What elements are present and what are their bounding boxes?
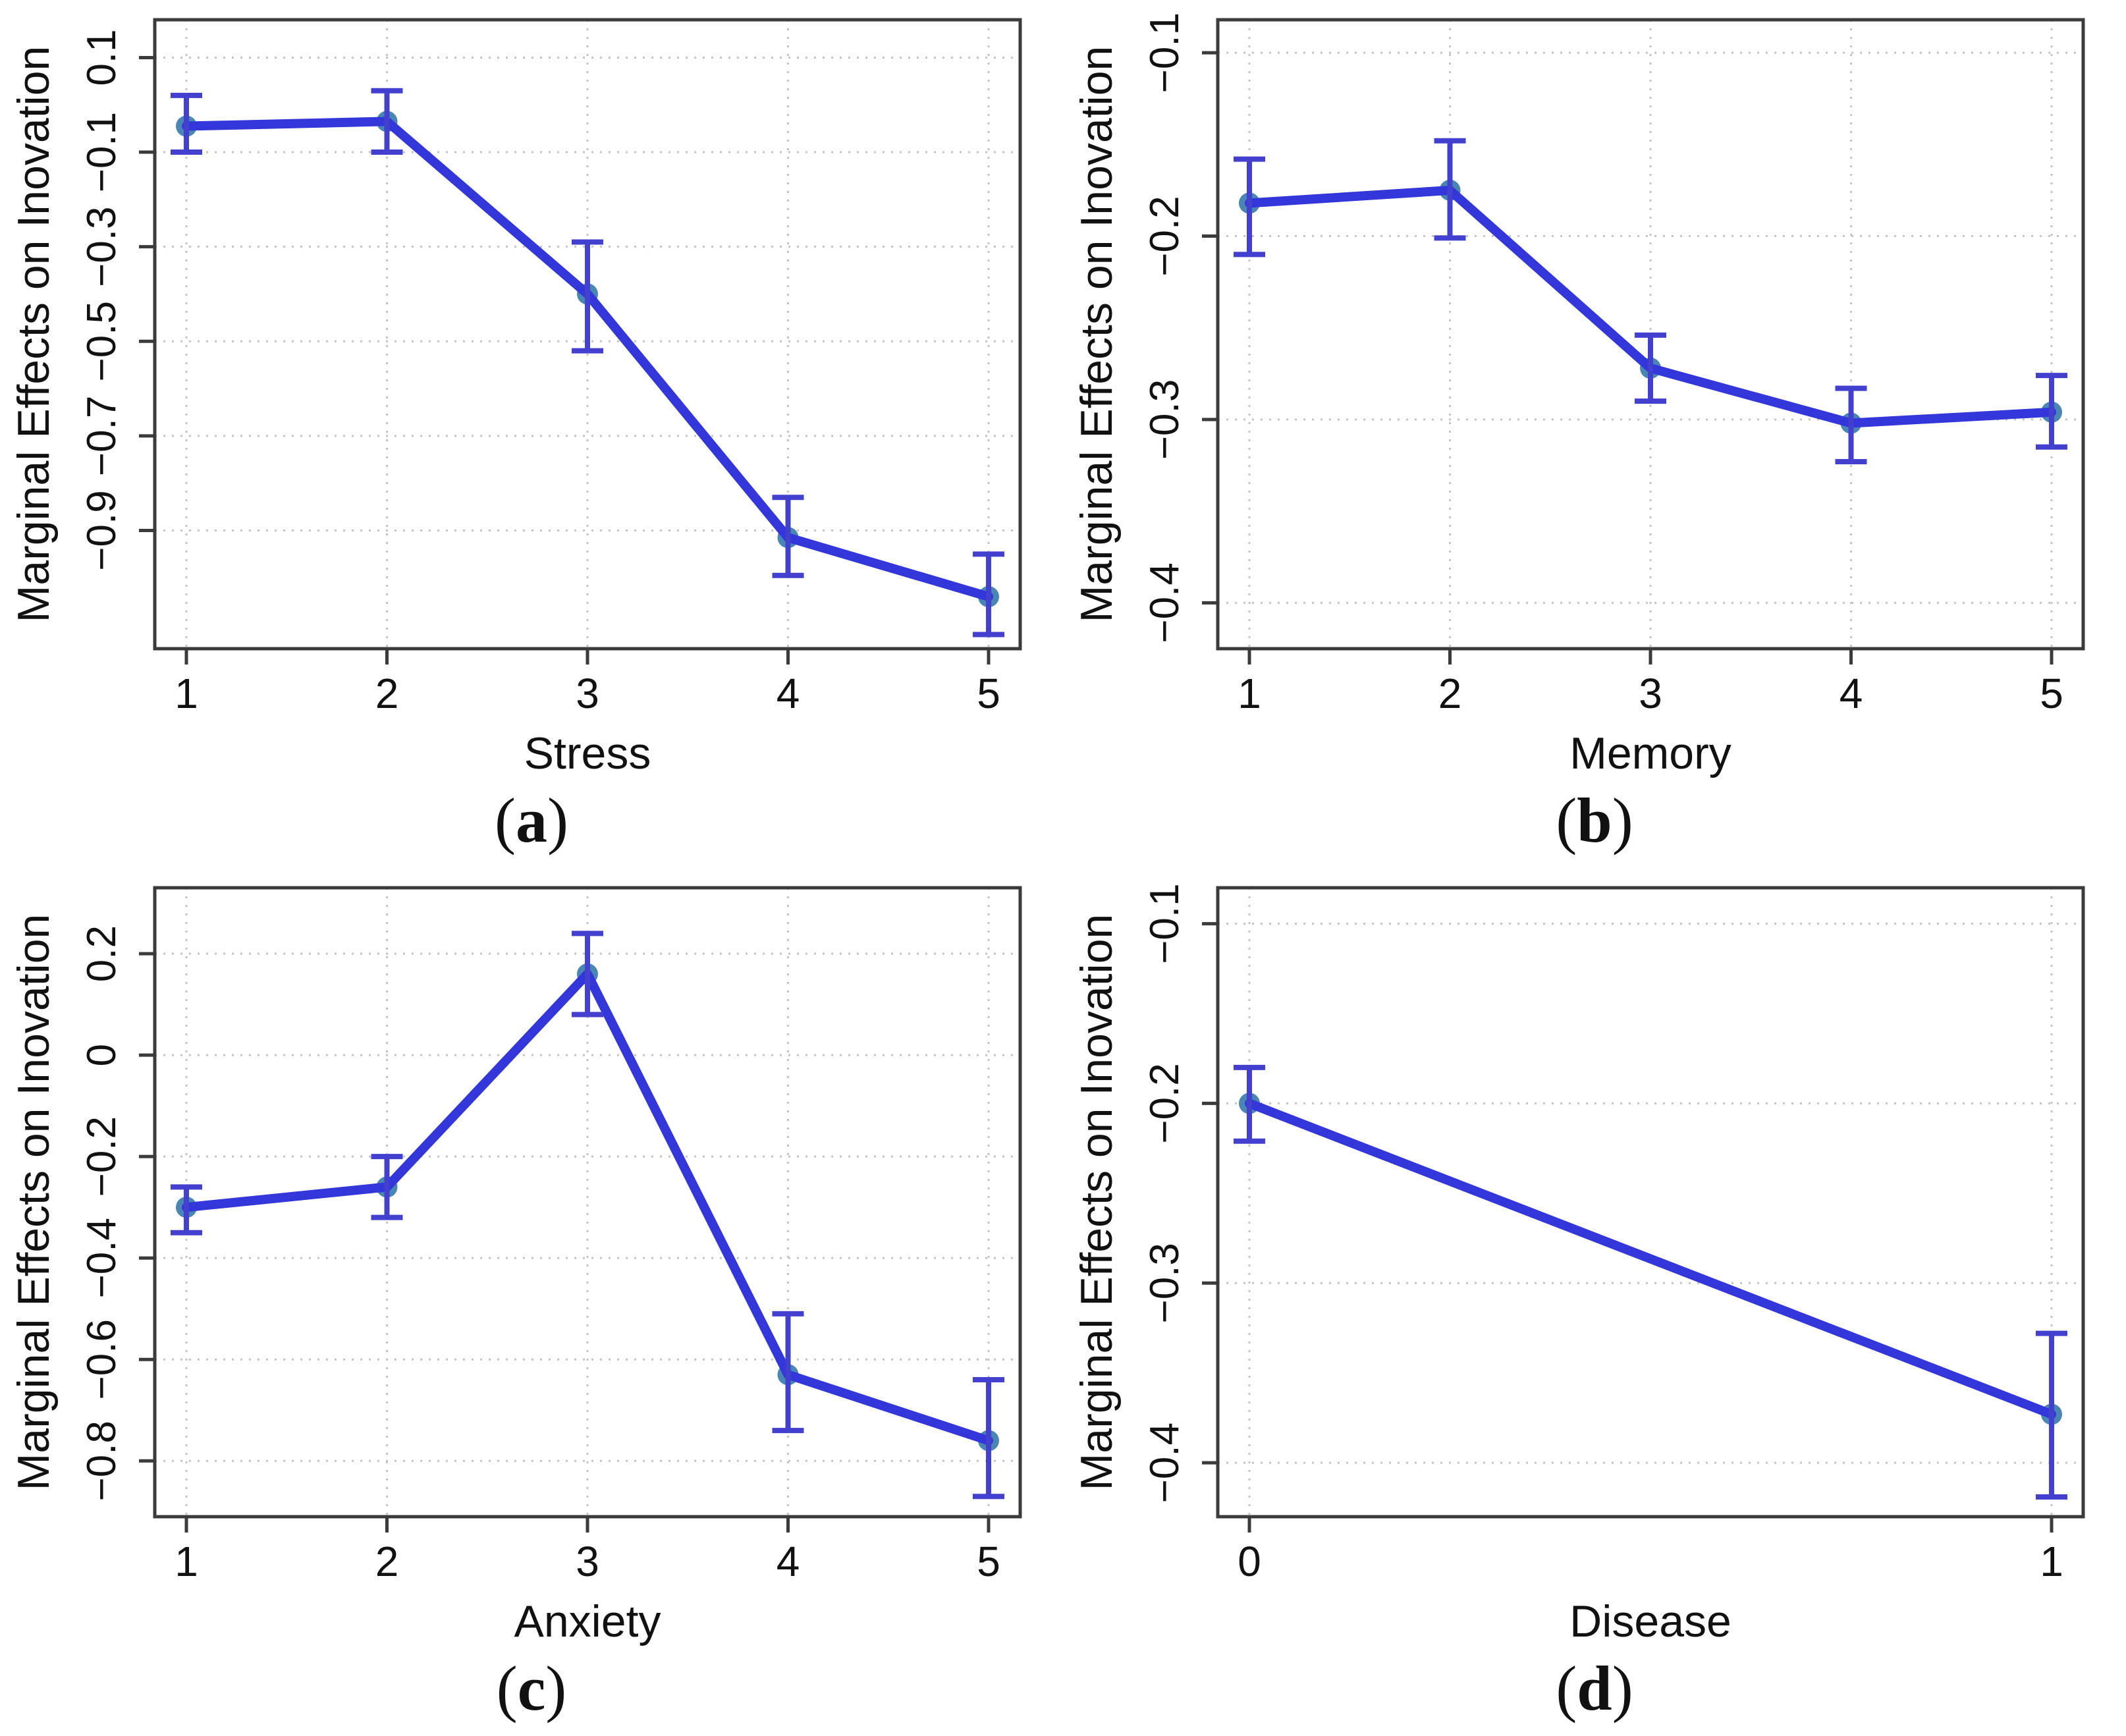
y-axis-title: Marginal Effects on Inovation (9, 914, 59, 1491)
x-tick-label: 4 (777, 670, 800, 717)
data-line (1245, 1099, 2056, 1419)
plot-frame (1216, 886, 2085, 1519)
y-tick-label: −0.3 (1142, 379, 1187, 460)
caption-paren-close: ) (1612, 785, 1633, 855)
x-tick-label: 2 (375, 1538, 399, 1585)
y-tick-label: −0.1 (79, 112, 124, 192)
x-tick-label: 3 (576, 1538, 599, 1585)
x-tick-label: 5 (977, 1538, 1000, 1585)
caption-letter-d: d (1577, 1653, 1612, 1723)
chart-a-stress: 1 2 3 4 5 0.1 −0.1 −0.3 −0.5 −0.7 −0.9 Stress Margin… (9, 18, 1022, 778)
y-tick-label: −0.4 (79, 1218, 124, 1298)
y-axis-title: Marginal Effects on Inovation (9, 46, 59, 623)
caption-letter-c: c (517, 1653, 546, 1723)
panel-c: 1 2 3 4 5 0.2 0 −0.2 −0.4 −0.6 −0.8 Anxiety Marginal… (0, 868, 1063, 1736)
y-tick-label: 0.1 (79, 29, 124, 86)
data-line (182, 969, 993, 1446)
x-tick-label: 1 (175, 1538, 198, 1585)
y-tick-label: −0.9 (79, 490, 124, 570)
y-tick-label: −0.6 (79, 1319, 124, 1399)
x-tick-label: 4 (1840, 670, 1863, 717)
panel-caption-a: (a) (0, 781, 1063, 867)
x-tick-label: 5 (977, 670, 1000, 717)
x-axis-title: Stress (524, 728, 651, 778)
caption-paren-close: ) (547, 785, 568, 855)
plot-area-d: 0 1 −0.1 −0.2 −0.3 −0.4 Disease Marginal Effect… (1072, 883, 2085, 1646)
x-tick-label: 5 (2040, 670, 2063, 717)
x-tick-label: 0 (1238, 1538, 1261, 1585)
y-tick-label: −0.4 (1142, 1423, 1187, 1503)
caption-paren-open: ( (1556, 785, 1577, 855)
y-tick-label: −0.2 (1142, 196, 1187, 276)
y-tick-label: −0.1 (1142, 13, 1187, 93)
chart-c-anxiety: 1 2 3 4 5 0.2 0 −0.2 −0.4 −0.6 −0.8 Anxiety Marginal… (9, 886, 1022, 1646)
y-axis-title: Marginal Effects on Inovation (1072, 914, 1122, 1491)
y-tick-label: 0.2 (79, 925, 124, 982)
panel-caption-d: (d) (1063, 1649, 2126, 1735)
plot-area-c: 1 2 3 4 5 0.2 0 −0.2 −0.4 −0.6 −0.8 Anxiety Marginal… (9, 886, 1022, 1646)
y-tick-label: −0.3 (1142, 1243, 1187, 1323)
panel-caption-c: (c) (0, 1649, 1063, 1735)
panel-b: 1 2 3 4 5 −0.1 −0.2 −0.3 −0.4 Memory Marginal Effe… (1063, 0, 2126, 868)
x-axis-title: Disease (1569, 1596, 1731, 1646)
caption-paren-close: ) (545, 1653, 567, 1723)
plot-area-b: 1 2 3 4 5 −0.1 −0.2 −0.3 −0.4 Memory Marginal Effe… (1072, 13, 2085, 778)
y-tick-label: −0.1 (1142, 883, 1187, 963)
y-tick-label: −0.7 (79, 396, 124, 476)
x-tick-label: 2 (1438, 670, 1462, 717)
caption-paren-open: ( (496, 1653, 518, 1723)
panel-d: 0 1 −0.1 −0.2 −0.3 −0.4 Disease Marginal Effect… (1063, 868, 2126, 1736)
x-tick-label: 1 (1238, 670, 1261, 717)
x-tick-label: 3 (576, 670, 599, 717)
chart-b-memory: 1 2 3 4 5 −0.1 −0.2 −0.3 −0.4 Memory Marginal Effe… (1072, 13, 2085, 778)
y-tick-label: −0.2 (1142, 1063, 1187, 1143)
caption-letter-b: b (1577, 785, 1612, 855)
caption-paren-close: ) (1612, 1653, 1633, 1723)
y-tick-label: −0.8 (79, 1421, 124, 1501)
y-tick-label: −0.2 (79, 1116, 124, 1197)
x-tick-label: 4 (777, 1538, 800, 1585)
x-tick-label: 3 (1639, 670, 1662, 717)
x-axis-title: Memory (1569, 728, 1731, 778)
panel-a: 1 2 3 4 5 0.1 −0.1 −0.3 −0.5 −0.7 −0.9 Stress Margin… (0, 0, 1063, 868)
panel-caption-b: (b) (1063, 781, 2126, 867)
y-tick-label: 0 (79, 1044, 124, 1066)
x-tick-label: 1 (2040, 1538, 2063, 1585)
y-tick-label: −0.4 (1142, 562, 1187, 643)
x-tick-label: 1 (175, 670, 198, 717)
x-tick-label: 2 (375, 670, 399, 717)
caption-paren-open: ( (1556, 1653, 1577, 1723)
plot-area-a: 1 2 3 4 5 0.1 −0.1 −0.3 −0.5 −0.7 −0.9 Stress Margin… (9, 18, 1022, 778)
y-tick-label: −0.5 (79, 301, 124, 381)
x-axis-title: Anxiety (514, 1596, 661, 1646)
y-tick-label: −0.3 (79, 206, 124, 286)
chart-d-disease: 0 1 −0.1 −0.2 −0.3 −0.4 Disease Marginal Effect… (1072, 883, 2085, 1646)
caption-letter-a: a (516, 785, 547, 855)
y-axis-title: Marginal Effects on Inovation (1072, 46, 1122, 623)
caption-paren-open: ( (495, 785, 516, 855)
